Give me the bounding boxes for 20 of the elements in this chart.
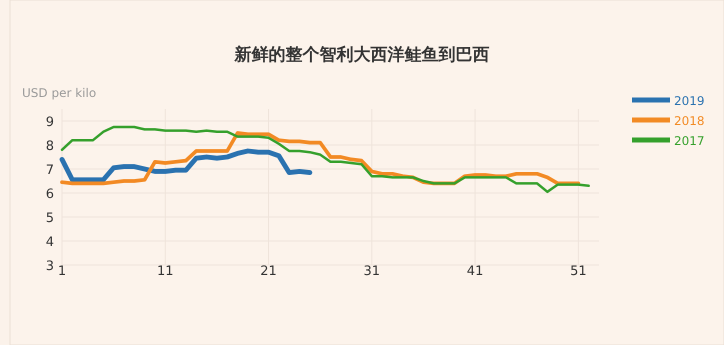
x-tick-label: 31: [364, 264, 380, 279]
x-tick-label: 21: [260, 264, 277, 279]
y-tick-label: 3: [46, 259, 54, 274]
legend-label: 2018: [674, 114, 705, 128]
line-series: [60, 126, 590, 194]
legend-label: 2019: [674, 94, 705, 108]
y-tick-label: 8: [46, 139, 54, 154]
y-tick-label: 6: [46, 187, 54, 202]
y-tick-label: 7: [46, 163, 54, 178]
y-tick-label: 4: [46, 235, 54, 250]
x-tick-label: 51: [570, 264, 587, 279]
line-series: [60, 148, 312, 182]
x-tick-label: 11: [156, 264, 174, 279]
legend-label: 2017: [674, 134, 705, 148]
y-tick-label: 9: [46, 115, 54, 130]
chart-title: 新鲜的整个智利大西洋鲑鱼到巴西: [234, 45, 490, 65]
x-tick-label: 1: [58, 264, 66, 279]
y-axis-title: USD per kilo: [22, 86, 96, 100]
y-tick-label: 5: [46, 211, 54, 226]
x-tick-label: 41: [466, 264, 484, 279]
